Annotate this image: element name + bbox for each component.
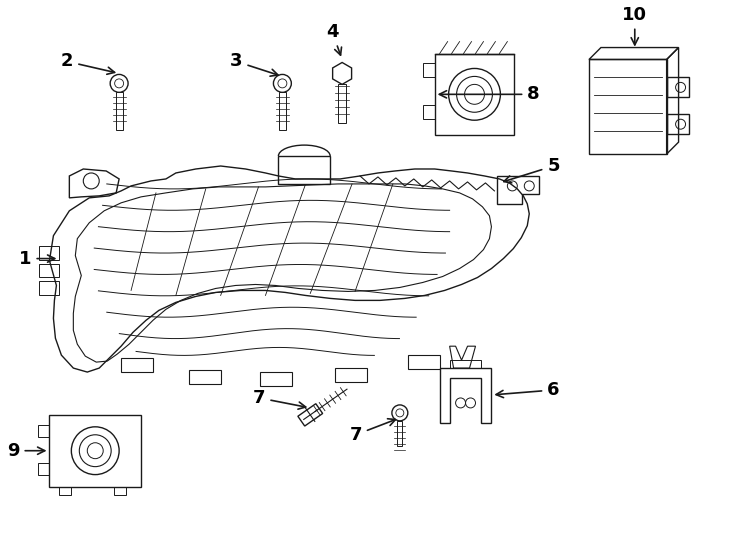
Text: 5: 5 — [504, 157, 560, 183]
Bar — [116, 92, 123, 130]
Bar — [589, 59, 666, 154]
Bar — [397, 421, 402, 446]
Text: 6: 6 — [496, 381, 560, 399]
Bar — [278, 156, 330, 184]
Text: 1: 1 — [19, 249, 55, 268]
Bar — [189, 370, 221, 384]
Text: 10: 10 — [622, 5, 647, 45]
Bar — [335, 368, 367, 382]
Text: 3: 3 — [230, 52, 278, 76]
Text: 2: 2 — [61, 52, 115, 75]
Bar — [279, 92, 286, 130]
Text: 9: 9 — [7, 442, 45, 460]
Bar — [37, 425, 49, 437]
Bar — [408, 355, 440, 369]
Bar — [423, 105, 435, 119]
Bar — [261, 372, 292, 386]
Bar — [37, 463, 49, 475]
Text: 7: 7 — [349, 418, 396, 444]
Bar — [435, 53, 515, 135]
Text: 7: 7 — [253, 389, 305, 409]
Bar — [115, 487, 126, 495]
Bar — [59, 487, 71, 495]
Text: 4: 4 — [326, 23, 341, 55]
Text: 8: 8 — [440, 85, 540, 103]
Bar — [49, 415, 141, 487]
Bar — [450, 360, 482, 368]
Bar — [423, 64, 435, 77]
Bar — [121, 358, 153, 372]
